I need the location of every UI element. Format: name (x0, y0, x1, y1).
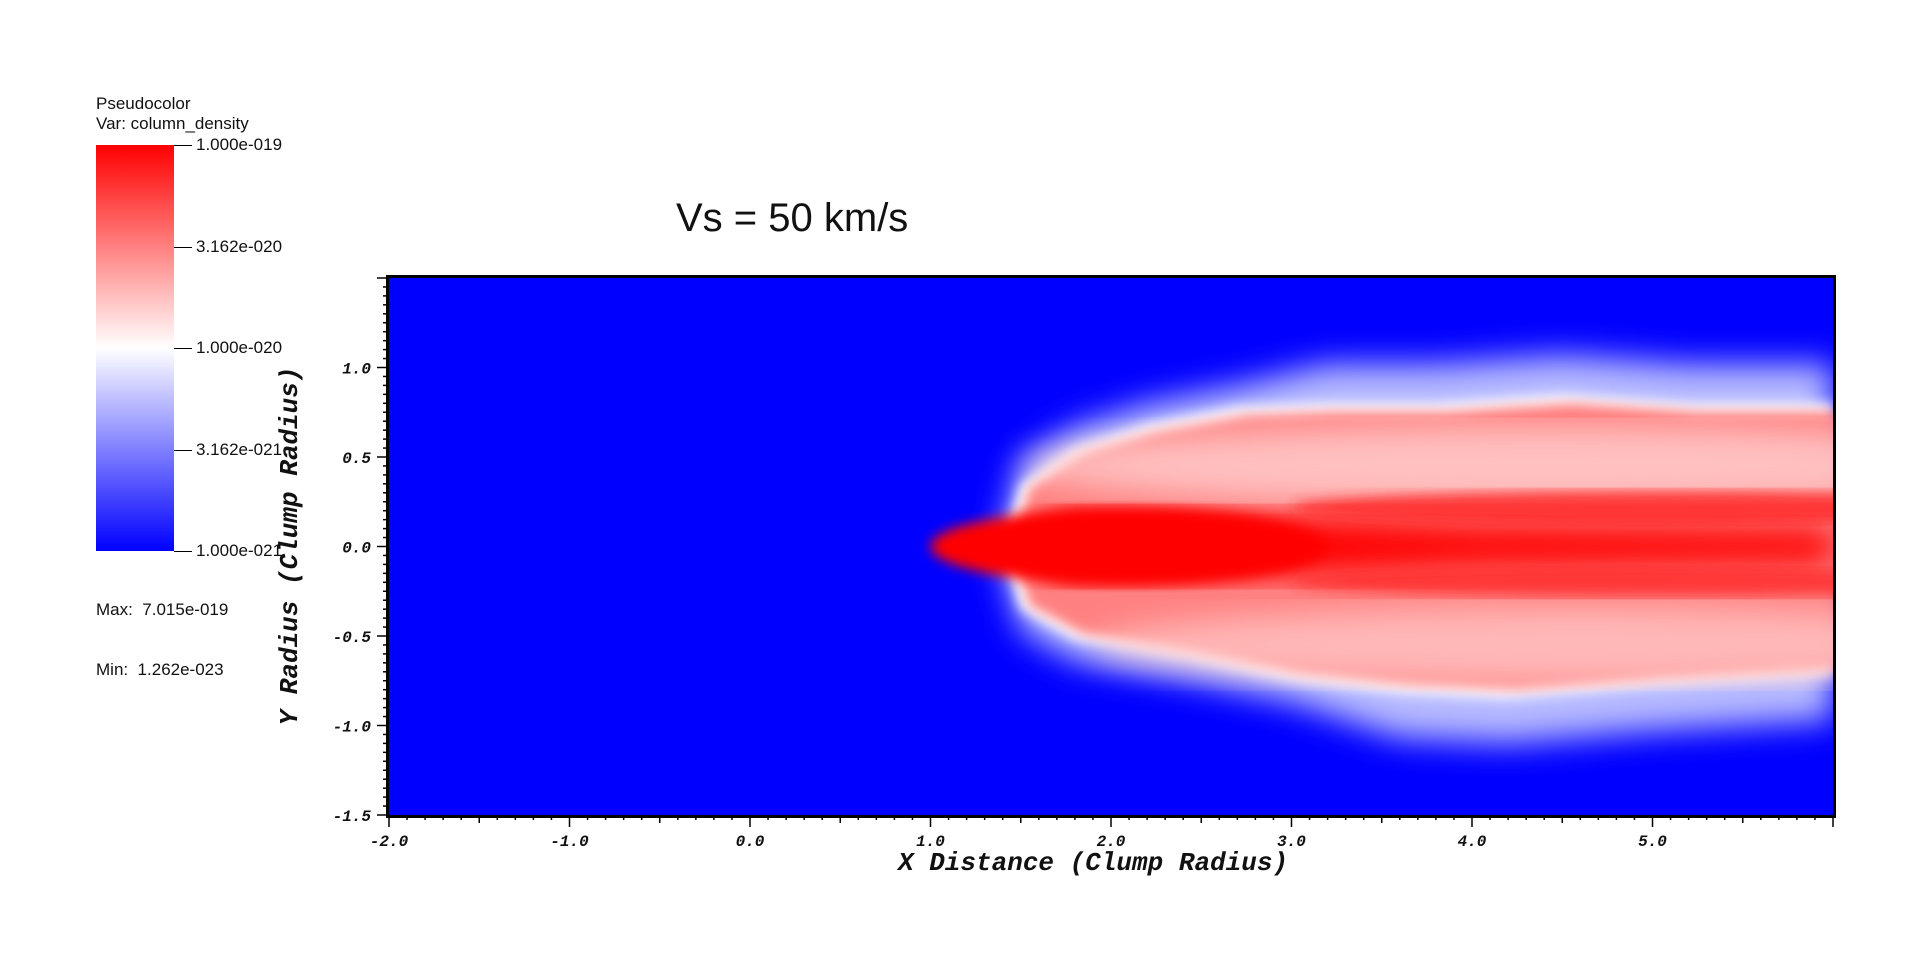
clump-head (930, 508, 1328, 585)
colorbar (96, 145, 174, 551)
x-tick-label: -2.0 (370, 833, 409, 851)
stat-min: Min: 1.262e-023 (96, 660, 224, 679)
x-tick-label: 2.0 (1097, 833, 1126, 851)
colorbar-tick-label: 1.000e-021 (196, 541, 283, 560)
colorbar-tick (174, 145, 192, 146)
upper-streak (1020, 425, 1833, 506)
colorbar-tick (174, 246, 192, 248)
colorbar-variable: Var: column_density (96, 114, 249, 133)
colorbar-tick-label: 3.162e-020 (196, 236, 283, 256)
colorbar-tick-label: 3.162e-021 (196, 439, 283, 459)
colorbar-tick-label: 1.000e-019 (196, 135, 283, 154)
plot-title: Vs = 50 km/s (676, 196, 909, 240)
x-tick-label: 4.0 (1458, 833, 1487, 851)
plot-area (386, 275, 1836, 818)
x-tick-label: 1.0 (916, 833, 945, 851)
colorbar-header: Pseudocolor Var: column_density (96, 94, 249, 134)
x-tick-label: 5.0 (1638, 833, 1667, 851)
colorbar-tick (174, 551, 192, 552)
filament-upper (1291, 491, 1833, 524)
x-tick-label: 3.0 (1277, 833, 1306, 851)
y-tick-label: 0.5 (342, 450, 371, 468)
colorbar-tick (174, 348, 192, 349)
stat-max: Max: 7.015e-019 (96, 600, 229, 619)
y-tick-label: -1.0 (333, 719, 372, 737)
colorbar-stats: Max: 7.015e-019 Min: 1.262e-023 (96, 560, 228, 700)
colorbar-tick (174, 449, 192, 451)
y-tick-label: 0.0 (342, 540, 371, 558)
y-tick-label: 1.0 (342, 361, 371, 379)
colorbar-plot-type: Pseudocolor (96, 94, 191, 113)
density-field (930, 355, 1833, 744)
x-tick-label: 0.0 (736, 833, 765, 851)
lower-streak (1093, 606, 1833, 683)
x-tick-label: -1.0 (550, 833, 589, 851)
colorbar-tick-label: 1.000e-020 (196, 338, 283, 357)
filament-lower (1291, 568, 1833, 597)
y-tick-label: -1.5 (333, 808, 372, 826)
y-axis-label: Y Radius (Clump Radius) (275, 366, 305, 726)
colorbar-gradient (96, 145, 174, 551)
y-tick-label: -0.5 (333, 629, 372, 647)
x-axis-label: X Distance (Clump Radius) (898, 848, 1289, 878)
